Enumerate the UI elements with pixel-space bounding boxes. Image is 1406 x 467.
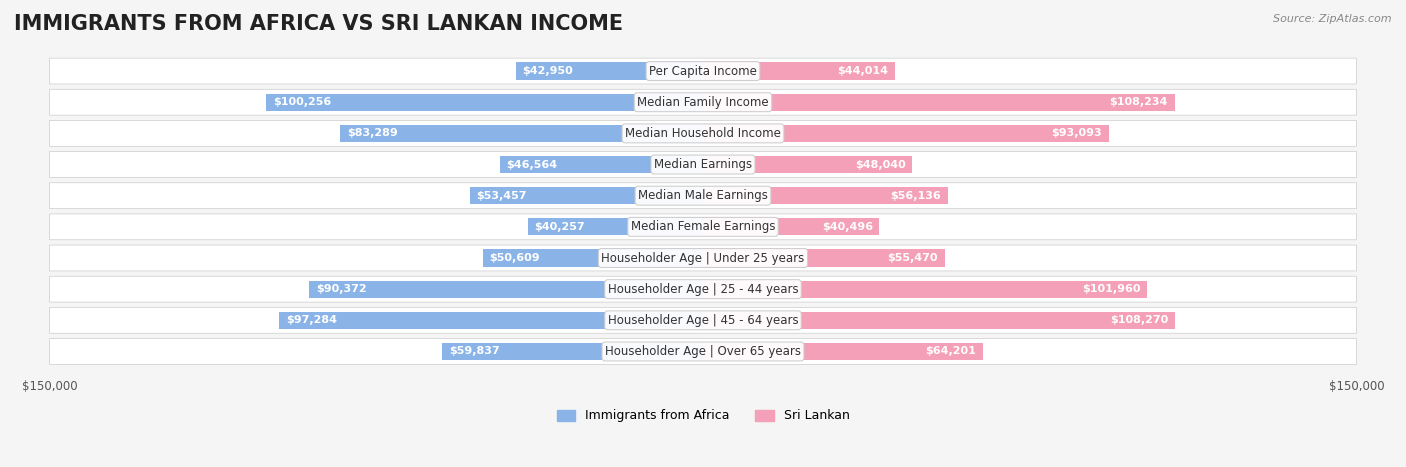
Legend: Immigrants from Africa, Sri Lankan: Immigrants from Africa, Sri Lankan — [551, 404, 855, 427]
Text: $64,201: $64,201 — [925, 347, 976, 356]
Text: $100,256: $100,256 — [273, 97, 330, 107]
Bar — [340, 125, 703, 142]
FancyBboxPatch shape — [49, 58, 1357, 84]
Text: $40,496: $40,496 — [821, 222, 873, 232]
Text: Median Female Earnings: Median Female Earnings — [631, 220, 775, 234]
Bar — [309, 281, 703, 298]
Text: Median Male Earnings: Median Male Earnings — [638, 189, 768, 202]
FancyBboxPatch shape — [49, 307, 1357, 333]
Text: $59,837: $59,837 — [449, 347, 499, 356]
Text: $42,950: $42,950 — [523, 66, 574, 76]
Bar — [703, 281, 1147, 298]
Bar — [482, 249, 703, 267]
Text: $48,040: $48,040 — [855, 160, 905, 170]
FancyBboxPatch shape — [49, 183, 1357, 209]
Text: $93,093: $93,093 — [1052, 128, 1102, 138]
Text: $50,609: $50,609 — [489, 253, 540, 263]
Bar — [703, 343, 983, 360]
Text: $46,564: $46,564 — [506, 160, 558, 170]
Text: Per Capita Income: Per Capita Income — [650, 64, 756, 78]
Text: $40,257: $40,257 — [534, 222, 585, 232]
Bar — [703, 249, 945, 267]
FancyBboxPatch shape — [49, 276, 1357, 302]
Text: $97,284: $97,284 — [285, 315, 336, 325]
Text: $53,457: $53,457 — [477, 191, 527, 201]
Text: Householder Age | Under 25 years: Householder Age | Under 25 years — [602, 252, 804, 264]
Bar — [703, 218, 879, 235]
Bar — [703, 187, 948, 204]
Bar — [703, 63, 894, 80]
Bar — [703, 125, 1108, 142]
Bar — [703, 312, 1174, 329]
Bar — [516, 63, 703, 80]
Text: $108,270: $108,270 — [1109, 315, 1168, 325]
FancyBboxPatch shape — [49, 152, 1357, 177]
Bar — [703, 156, 912, 173]
FancyBboxPatch shape — [49, 214, 1357, 240]
Text: $83,289: $83,289 — [347, 128, 398, 138]
Bar — [443, 343, 703, 360]
Bar — [280, 312, 703, 329]
Text: Householder Age | 25 - 44 years: Householder Age | 25 - 44 years — [607, 283, 799, 296]
FancyBboxPatch shape — [49, 89, 1357, 115]
FancyBboxPatch shape — [49, 245, 1357, 271]
Text: Median Family Income: Median Family Income — [637, 96, 769, 109]
Bar — [470, 187, 703, 204]
Bar — [266, 94, 703, 111]
Text: Median Earnings: Median Earnings — [654, 158, 752, 171]
Text: $90,372: $90,372 — [316, 284, 367, 294]
Text: IMMIGRANTS FROM AFRICA VS SRI LANKAN INCOME: IMMIGRANTS FROM AFRICA VS SRI LANKAN INC… — [14, 14, 623, 34]
Text: Householder Age | Over 65 years: Householder Age | Over 65 years — [605, 345, 801, 358]
Text: $101,960: $101,960 — [1083, 284, 1140, 294]
Bar — [501, 156, 703, 173]
Text: Median Household Income: Median Household Income — [626, 127, 780, 140]
Text: $108,234: $108,234 — [1109, 97, 1168, 107]
Text: $44,014: $44,014 — [837, 66, 889, 76]
Text: $55,470: $55,470 — [887, 253, 938, 263]
FancyBboxPatch shape — [49, 120, 1357, 146]
Bar — [527, 218, 703, 235]
FancyBboxPatch shape — [49, 339, 1357, 364]
Bar — [703, 94, 1174, 111]
Text: Householder Age | 45 - 64 years: Householder Age | 45 - 64 years — [607, 314, 799, 327]
Text: Source: ZipAtlas.com: Source: ZipAtlas.com — [1274, 14, 1392, 24]
Text: $56,136: $56,136 — [890, 191, 941, 201]
